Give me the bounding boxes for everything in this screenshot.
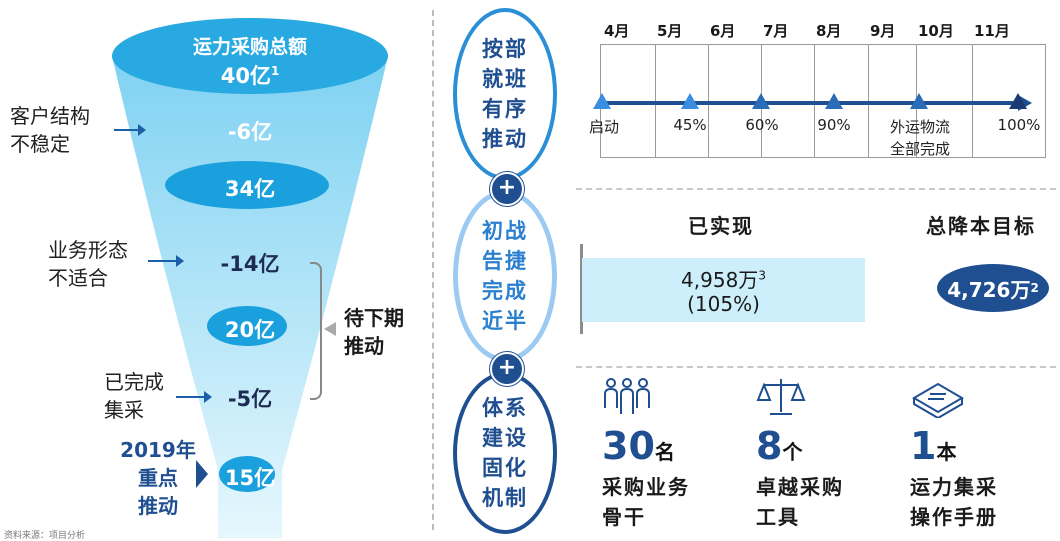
funnel-level2: 20亿 [224, 318, 276, 342]
realized-header: 已实现 [688, 214, 754, 238]
milestone-label: 45% [673, 116, 707, 134]
oval-orderly: 按部就班有序推动 [453, 8, 557, 180]
label-completed: 已完成 集采 [104, 370, 164, 422]
milestone-marker-icon [910, 93, 928, 109]
arrow-completed [176, 391, 212, 403]
month-label: 10月 [918, 22, 954, 40]
oval-system: 体系建设固化机制 [453, 372, 557, 534]
timeline-axis [600, 101, 1020, 105]
funnel-step2: -14亿 [220, 252, 280, 276]
month-label: 5月 [657, 22, 683, 40]
scale-icon [756, 379, 806, 415]
month-label: 9月 [870, 22, 896, 40]
realized-bar [582, 258, 865, 322]
milestone-marker-icon [752, 93, 770, 109]
funnel-step1: -6亿 [227, 120, 273, 144]
milestone-label: 启动 [588, 118, 619, 136]
achievement-label: 运力集采 操作手册 [910, 475, 998, 529]
label-business-form: 业务形态 不适合 [48, 238, 128, 290]
oval-half-done: 初战告捷完成近半 [453, 190, 557, 362]
funnel-total: 40亿1 [220, 64, 280, 88]
month-label: 8月 [816, 22, 842, 40]
plus-icon: + [490, 352, 524, 386]
arrow-customer [114, 124, 146, 136]
label-pending: 待下期 推动 [344, 306, 404, 358]
funnel-step3: -5亿 [227, 387, 273, 411]
milestone-label: 60% [745, 116, 779, 134]
pending-pointer-icon [324, 322, 336, 336]
achievement-label: 采购业务 骨干 [602, 475, 690, 529]
plus-icon: + [490, 172, 524, 206]
funnel-graphic [112, 18, 388, 538]
milestone-marker-icon [681, 93, 699, 109]
funnel-level2-ellipse [207, 306, 287, 346]
milestone-label: 90% [817, 116, 851, 134]
milestone-label-complete: 外运物流 全部完成 [889, 118, 950, 158]
book-icon [912, 382, 964, 418]
section-separator [576, 188, 1056, 190]
bar-axis [580, 244, 583, 334]
funnel-level3-ellipse [219, 456, 275, 492]
source-footnote: 资料来源：项目分析 [4, 531, 86, 541]
achievement-count: 1本 [910, 424, 957, 468]
milestone-label: 100% [997, 116, 1041, 134]
milestone-marker-icon [825, 93, 843, 109]
achievement-label: 卓越采购 工具 [756, 475, 844, 529]
label-customer-structure: 客户结构 不稳定 [10, 104, 90, 156]
funnel-top-ellipse [112, 18, 388, 94]
month-label: 6月 [710, 22, 736, 40]
funnel-level1: 34亿 [224, 177, 276, 201]
achievement-count: 8个 [756, 424, 803, 468]
people-icon [604, 378, 650, 414]
section-divider [432, 10, 434, 530]
target-badge: 4,726万 2 [937, 264, 1049, 312]
milestone-marker-icon [593, 93, 611, 109]
section-separator [576, 366, 1056, 368]
funnel-title: 运力采购总额 [192, 36, 307, 58]
realized-percent: (105%) [687, 292, 760, 316]
month-label: 7月 [763, 22, 789, 40]
funnel-level3: 15亿 [224, 466, 276, 490]
realized-value: 4,958万3 [681, 268, 766, 292]
pending-bracket [310, 262, 322, 400]
arrow-business [148, 255, 184, 267]
month-label: 4月 [604, 22, 630, 40]
funnel-level1-ellipse [165, 161, 329, 209]
label-2019-focus: 2019年 重点 推动 [120, 438, 196, 518]
month-label: 11月 [974, 22, 1010, 40]
focus-pointer-icon [196, 460, 208, 488]
milestone-marker-icon [1009, 93, 1027, 109]
target-header: 总降本目标 [926, 214, 1036, 238]
achievement-count: 30名 [602, 424, 675, 468]
